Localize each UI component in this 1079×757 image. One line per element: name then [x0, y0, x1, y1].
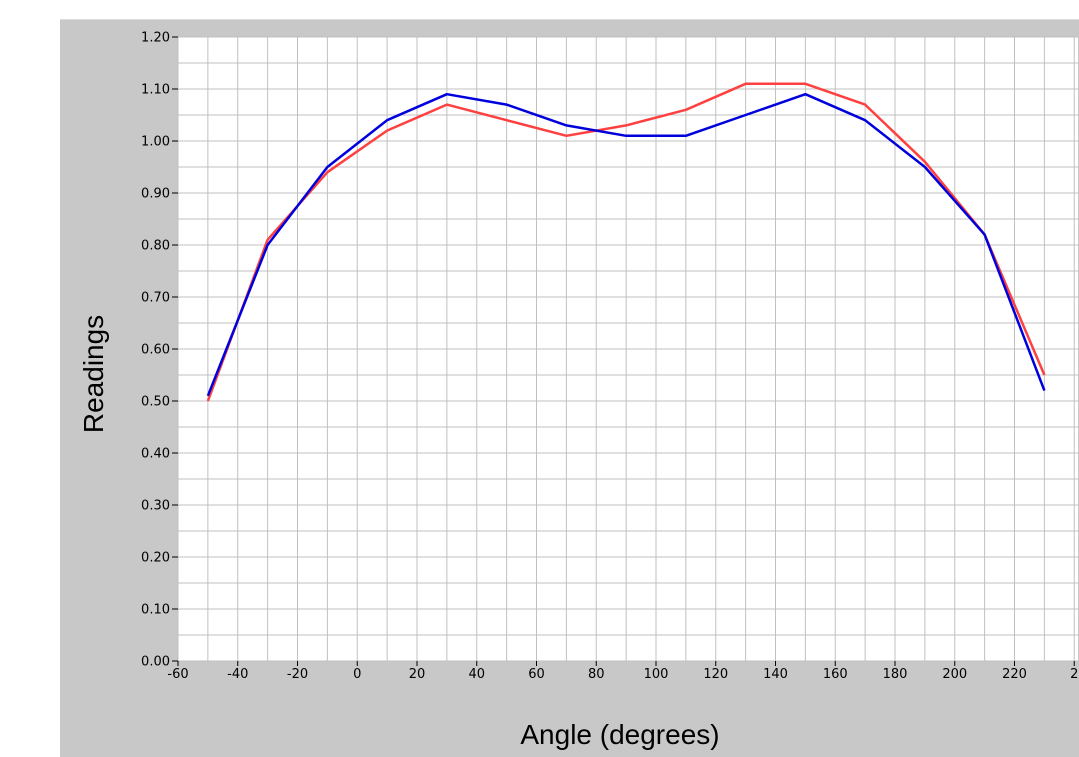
y-tick-label: 0.20	[141, 551, 170, 566]
y-tick-label: 1.00	[141, 135, 170, 150]
y-tick-label: 0.90	[141, 187, 170, 202]
x-tick-label: 120	[703, 667, 728, 682]
x-tick-label: 220	[1002, 667, 1027, 682]
y-tick-label: 0.40	[141, 447, 170, 462]
x-tick-label: -60	[167, 667, 188, 682]
x-tick-label: 20	[409, 667, 426, 682]
y-tick-label: 0.00	[141, 655, 170, 670]
x-tick-label: 80	[588, 667, 605, 682]
y-tick-label: 0.10	[141, 603, 170, 618]
x-tick-label: 200	[942, 667, 967, 682]
x-tick-label: -40	[227, 667, 248, 682]
x-tick-label: 40	[468, 667, 485, 682]
y-tick-label: 1.10	[141, 83, 170, 98]
y-tick-label: 1.20	[141, 31, 170, 46]
x-tick-label: -20	[287, 667, 308, 682]
x-tick-label: 0	[353, 667, 361, 682]
series-line-2	[206, 92, 1046, 397]
y-tick-label: 0.50	[141, 395, 170, 410]
y-axis-title: Readings	[78, 315, 109, 433]
x-axis-title: Angle (degrees)	[520, 719, 719, 750]
x-tick-label: 100	[644, 667, 669, 682]
y-tick-label: 0.70	[141, 291, 170, 306]
x-tick-label: 180	[883, 667, 908, 682]
axis-ticks: 0.00 0.10 0.20 0.30 0.40 0.50 0.60 0.70 0.80 0.90…	[141, 31, 1078, 683]
y-tick-label: 0.60	[141, 343, 170, 358]
x-tick-label: 140	[763, 667, 788, 682]
series-layer	[206, 82, 1046, 402]
grid	[177, 36, 1079, 662]
x-tick-label: 60	[528, 667, 545, 682]
x-tick-label: 160	[823, 667, 848, 682]
y-tick-label: 0.30	[141, 499, 170, 514]
x-tick-label: 2	[1070, 667, 1078, 682]
y-tick-label: 0.80	[141, 239, 170, 254]
series-line-1	[206, 82, 1046, 402]
